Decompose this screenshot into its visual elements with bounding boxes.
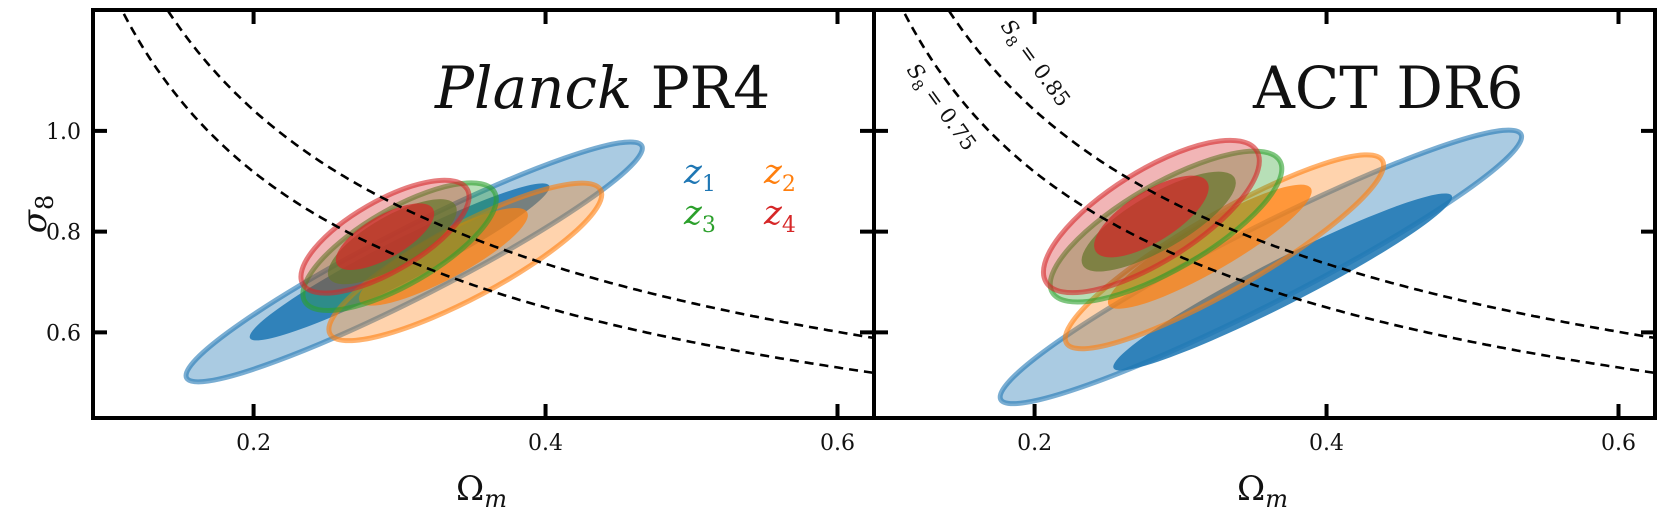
legend-z3-name: z [683,193,703,233]
right-contours [997,127,1525,407]
s8-curve-085 [946,10,1655,340]
contour-z1-68 [1113,193,1453,371]
left-ticks: 0.2 0.4 0.6 0.6 0.8 1.0 [46,10,874,456]
contour-z4-68 [335,203,435,270]
x-tick-label: 0.4 [528,431,563,456]
left-xlabel-main: Ω [456,469,484,509]
left-xlabel-sub: m [484,485,507,513]
ylabel-main: σ [15,209,55,233]
s8-085-rest: = 0.85 [1010,34,1075,111]
panel-act-dr6: 0.2 0.4 0.6 ACT DR6 S8 = 0.75 S8 = 0.85 Ωm [872,8,1657,513]
s8-label-075: S8 = 0.75 [899,59,981,158]
legend-z4-name: z [763,193,783,233]
left-contours [183,139,645,385]
s8-curve-075 [901,10,1655,375]
legend: z1 z2 z3 z4 [683,152,796,238]
legend-z2-sub: 2 [782,172,796,197]
y-tick-label: 0.8 [46,221,81,246]
contour-z2-68 [358,207,528,306]
panel-planck-pr4: 0.2 0.4 0.60.60.81.0 Planck PR4 z1 z2 z3 z… [15,8,876,513]
y-tick-label: 1.0 [46,120,81,145]
legend-entry-z2: z2 [763,152,796,197]
left-s8-curves [120,10,874,375]
left-x-axis-label: Ωm [456,469,507,513]
s8-075-rest: = 0.75 [916,78,981,155]
right-panel-title: ACT DR6 [1252,54,1523,122]
legend-entry-z4: z4 [763,193,796,238]
right-x-axis-label: Ωm [1237,469,1288,513]
right-ticks: 0.2 0.4 0.6 [874,10,1655,456]
y-tick-label: 0.6 [46,321,81,346]
legend-entry-z3: z3 [683,193,716,238]
legend-z2-name: z [763,152,783,192]
x-tick-label: 0.6 [1601,431,1636,456]
y-axis-label: σ8 [15,195,59,234]
right-plot-frame [872,8,1657,420]
left-title-plain: PR4 [632,54,770,122]
legend-z4-sub: 4 [782,213,796,238]
ylabel-sub: 8 [31,195,59,210]
contour-z4-68 [1094,175,1209,258]
x-tick-label: 0.6 [820,431,855,456]
right-xlabel-sub: m [1265,485,1288,513]
legend-z1-name: z [683,152,703,192]
x-tick-label: 0.2 [1017,431,1052,456]
legend-z3-sub: 3 [702,213,716,238]
s8-label-085: S8 = 0.85 [993,15,1075,114]
x-tick-label: 0.2 [236,431,271,456]
s8-curve-075 [120,10,874,375]
right-xlabel-main: Ω [1237,469,1265,509]
x-tick-label: 0.4 [1309,431,1344,456]
left-title-italic: Planck [434,54,632,122]
legend-z1-sub: 1 [702,172,716,197]
left-panel-title: Planck PR4 [434,54,770,122]
right-s8-curves [901,10,1655,375]
s8-curve-085 [165,10,874,340]
legend-entry-z1: z1 [683,152,716,197]
